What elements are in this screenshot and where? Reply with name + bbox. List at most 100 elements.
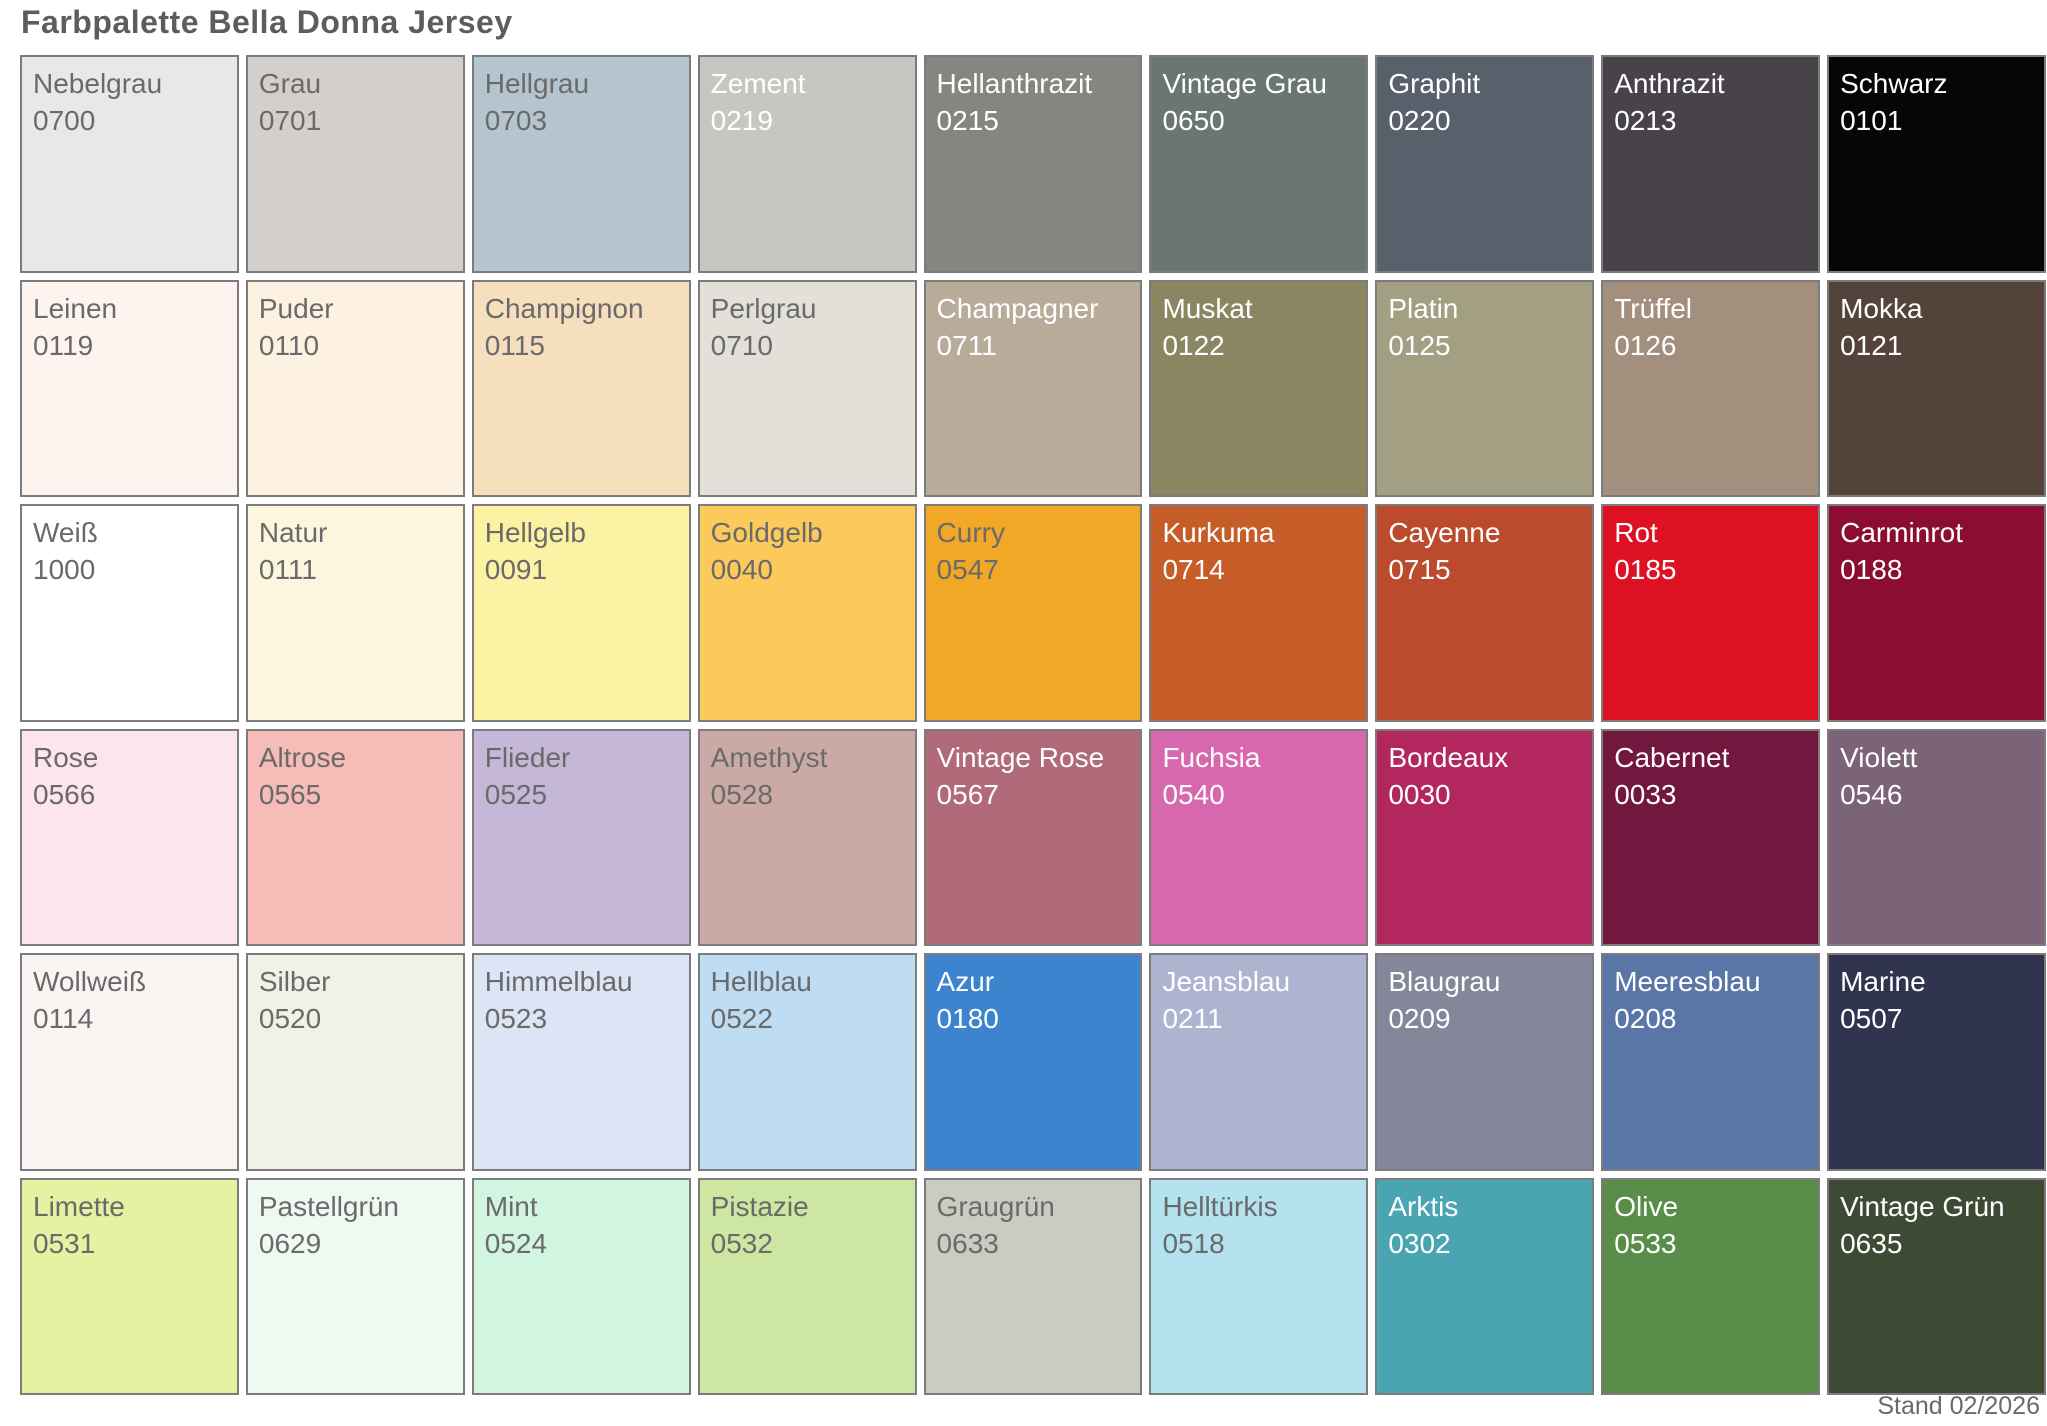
- swatch-code: 0220: [1388, 102, 1588, 139]
- swatch-0547: Curry0547: [924, 504, 1143, 722]
- swatch-name: Trüffel: [1614, 290, 1814, 327]
- swatch-code: 0110: [259, 327, 459, 364]
- swatch-code: 0522: [711, 1000, 911, 1037]
- swatch-0119: Leinen0119: [20, 280, 239, 498]
- swatch-name: Azur: [937, 963, 1137, 1000]
- swatch-name: Platin: [1388, 290, 1588, 327]
- swatch-name: Carminrot: [1840, 514, 2040, 551]
- swatch-name: Meeresblau: [1614, 963, 1814, 1000]
- swatch-code: 0211: [1162, 1000, 1362, 1037]
- swatch-code: 0185: [1614, 551, 1814, 588]
- swatch-code: 0115: [485, 327, 685, 364]
- swatch-code: 0122: [1162, 327, 1362, 364]
- swatch-name: Kurkuma: [1162, 514, 1362, 551]
- swatch-code: 0507: [1840, 1000, 2040, 1037]
- swatch-0525: Flieder0525: [472, 729, 691, 947]
- swatch-0125: Platin0125: [1375, 280, 1594, 498]
- swatch-0101: Schwarz0101: [1827, 55, 2046, 273]
- swatch-name: Weiß: [33, 514, 233, 551]
- swatch-0566: Rose0566: [20, 729, 239, 947]
- swatch-0121: Mokka0121: [1827, 280, 2046, 498]
- swatch-name: Vintage Grün: [1840, 1188, 2040, 1225]
- swatch-name: Natur: [259, 514, 459, 551]
- swatch-code: 0030: [1388, 776, 1588, 813]
- swatch-code: 0126: [1614, 327, 1814, 364]
- swatch-code: 0524: [485, 1225, 685, 1262]
- swatch-0528: Amethyst0528: [698, 729, 917, 947]
- swatch-0208: Meeresblau0208: [1601, 953, 1820, 1171]
- swatch-0114: Wollweiß0114: [20, 953, 239, 1171]
- swatch-0188: Carminrot0188: [1827, 504, 2046, 722]
- swatch-code: 0180: [937, 1000, 1137, 1037]
- swatch-0633: Graugrün0633: [924, 1178, 1143, 1396]
- swatch-name: Anthrazit: [1614, 65, 1814, 102]
- swatch-name: Olive: [1614, 1188, 1814, 1225]
- swatch-0111: Natur0111: [246, 504, 465, 722]
- swatch-0185: Rot0185: [1601, 504, 1820, 722]
- swatch-name: Pistazie: [711, 1188, 911, 1225]
- swatch-name: Bordeaux: [1388, 739, 1588, 776]
- swatch-code: 0091: [485, 551, 685, 588]
- swatch-code: 0208: [1614, 1000, 1814, 1037]
- swatch-0565: Altrose0565: [246, 729, 465, 947]
- swatch-name: Curry: [937, 514, 1137, 551]
- swatch-code: 0523: [485, 1000, 685, 1037]
- swatch-code: 0650: [1162, 102, 1362, 139]
- swatch-0711: Champagner0711: [924, 280, 1143, 498]
- swatch-0700: Nebelgrau0700: [20, 55, 239, 273]
- swatch-0522: Hellblau0522: [698, 953, 917, 1171]
- color-swatch-grid: Nebelgrau0700Grau0701Hellgrau0703Zement0…: [20, 55, 2046, 1395]
- swatch-name: Goldgelb: [711, 514, 911, 551]
- swatch-0546: Violett0546: [1827, 729, 2046, 947]
- swatch-name: Violett: [1840, 739, 2040, 776]
- swatch-name: Wollweiß: [33, 963, 233, 1000]
- swatch-code: 0711: [937, 327, 1137, 364]
- swatch-name: Flieder: [485, 739, 685, 776]
- swatch-name: Hellgrau: [485, 65, 685, 102]
- swatch-code: 0528: [711, 776, 911, 813]
- swatch-name: Silber: [259, 963, 459, 1000]
- swatch-0215: Hellanthrazit0215: [924, 55, 1143, 273]
- swatch-name: Perlgrau: [711, 290, 911, 327]
- swatch-name: Blaugrau: [1388, 963, 1588, 1000]
- swatch-0030: Bordeaux0030: [1375, 729, 1594, 947]
- swatch-0629: Pastellgrün0629: [246, 1178, 465, 1396]
- swatch-name: Champagner: [937, 290, 1137, 327]
- swatch-0209: Blaugrau0209: [1375, 953, 1594, 1171]
- swatch-code: 0710: [711, 327, 911, 364]
- swatch-name: Pastellgrün: [259, 1188, 459, 1225]
- page-title: Farbpalette Bella Donna Jersey: [21, 4, 513, 41]
- swatch-code: 0525: [485, 776, 685, 813]
- swatch-name: Jeansblau: [1162, 963, 1362, 1000]
- swatch-name: Champignon: [485, 290, 685, 327]
- swatch-code: 0546: [1840, 776, 2040, 813]
- swatch-name: Arktis: [1388, 1188, 1588, 1225]
- swatch-name: Himmelblau: [485, 963, 685, 1000]
- swatch-name: Fuchsia: [1162, 739, 1362, 776]
- swatch-name: Hellgelb: [485, 514, 685, 551]
- swatch-code: 1000: [33, 551, 233, 588]
- swatch-name: Muskat: [1162, 290, 1362, 327]
- swatch-code: 0111: [259, 551, 459, 588]
- swatch-name: Graphit: [1388, 65, 1588, 102]
- swatch-0033: Cabernet0033: [1601, 729, 1820, 947]
- swatch-code: 0125: [1388, 327, 1588, 364]
- swatch-code: 0700: [33, 102, 233, 139]
- swatch-code: 0701: [259, 102, 459, 139]
- swatch-0531: Limette0531: [20, 1178, 239, 1396]
- swatch-name: Schwarz: [1840, 65, 2040, 102]
- swatch-code: 0520: [259, 1000, 459, 1037]
- swatch-code: 0121: [1840, 327, 2040, 364]
- swatch-0701: Grau0701: [246, 55, 465, 273]
- swatch-name: Vintage Grau: [1162, 65, 1362, 102]
- swatch-0710: Perlgrau0710: [698, 280, 917, 498]
- swatch-name: Vintage Rose: [937, 739, 1137, 776]
- swatch-code: 0033: [1614, 776, 1814, 813]
- swatch-code: 0547: [937, 551, 1137, 588]
- swatch-code: 0518: [1162, 1225, 1362, 1262]
- swatch-0122: Muskat0122: [1149, 280, 1368, 498]
- swatch-name: Cabernet: [1614, 739, 1814, 776]
- swatch-name: Hellanthrazit: [937, 65, 1137, 102]
- swatch-code: 0209: [1388, 1000, 1588, 1037]
- swatch-code: 0040: [711, 551, 911, 588]
